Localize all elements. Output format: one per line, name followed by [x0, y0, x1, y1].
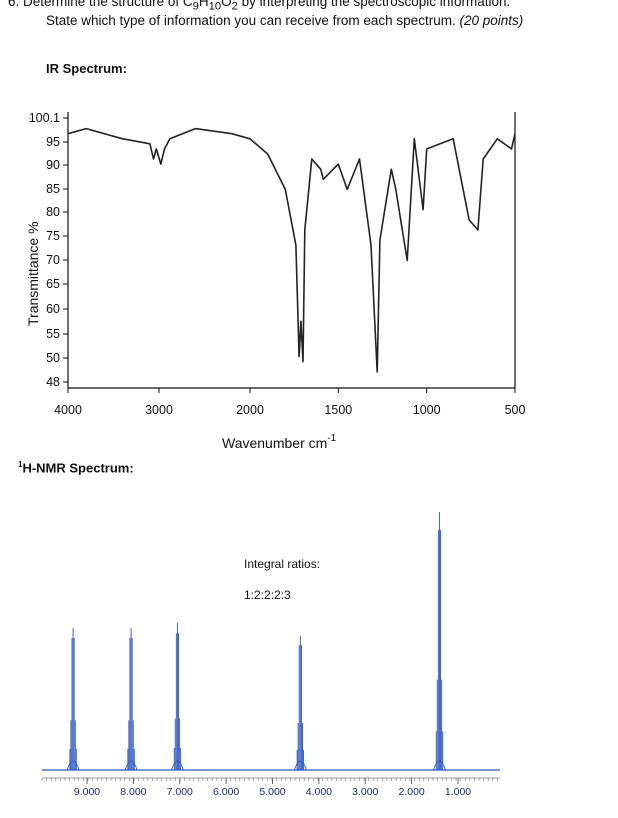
ir-y-tick-label: 60	[46, 302, 60, 316]
nmr-x-tick-label: 8.000	[120, 786, 146, 798]
ir-x-tick-label: 1500	[324, 403, 352, 417]
ir-x-tick-label: 3000	[145, 403, 173, 417]
nmr-x-tick-label: 2.000	[398, 786, 424, 798]
ir-y-tick-label: 55	[46, 327, 60, 341]
ir-y-tick-label: 70	[46, 253, 60, 267]
question-points: (20 points)	[459, 13, 524, 28]
ir-xlabel-sup: -1	[327, 433, 336, 444]
nmr-peak-base	[124, 760, 138, 771]
nmr-peak-base	[433, 760, 446, 771]
question-number: 6.	[8, 0, 20, 9]
ir-y-tick-label: 48	[46, 375, 60, 389]
nmr-x-tick-label: 5.000	[259, 786, 285, 798]
ir-spectrum-chart: 100.1 95 90 85 80 75 70 65 60 55 50 48 4000 3000 2000 1…	[25, 111, 526, 451]
ir-x-tick-label: 4000	[54, 403, 82, 417]
ir-spectrum-line	[67, 127, 516, 373]
formula-sub9: 9	[192, 0, 199, 13]
ir-y-tick-label: 90	[46, 158, 60, 172]
formula-h: H	[198, 0, 209, 9]
nmr-label-sup: 1	[18, 460, 23, 469]
nmr-x-tick-label: 7.000	[167, 786, 193, 798]
nmr-label-text: H-NMR Spectrum:	[22, 460, 134, 476]
ir-y-tick-label: 85	[46, 182, 60, 196]
ir-y-tick-label: 65	[46, 277, 60, 291]
integral-title: Integral ratios:	[244, 557, 320, 571]
ir-x-tick-label: 500	[505, 403, 526, 417]
nmr-peak-base	[171, 760, 184, 771]
question-title: 6. Determine the structure of C9H10O2 by…	[8, 0, 510, 13]
ir-section-label: IR Spectrum:	[46, 61, 127, 76]
formula-o: O	[221, 0, 232, 9]
ir-y-tick-label: 95	[46, 135, 60, 149]
nmr-x-tick-label: 3.000	[352, 786, 378, 798]
ir-x-axis-label: Wavenumber cm-1	[222, 433, 337, 451]
question-line1-pre: Determine the structure of C	[23, 0, 193, 9]
nmr-x-tick-label: 6.000	[213, 786, 239, 798]
nmr-peak-base	[293, 760, 307, 771]
nmr-peak	[433, 512, 446, 771]
ir-y-tick-label: 80	[46, 205, 60, 219]
nmr-peak-base	[66, 760, 80, 771]
ir-y-tick-label: 75	[46, 229, 60, 243]
nmr-x-tick-label: 1.000	[445, 786, 471, 798]
integral-values: 1:2:2:2:3	[244, 588, 291, 602]
nmr-x-tick-label: 4.000	[306, 786, 332, 798]
nmr-peak	[293, 635, 307, 771]
nmr-peak	[66, 628, 80, 771]
ir-x-tick-label: 2000	[236, 403, 264, 417]
nmr-peak	[124, 628, 138, 771]
nmr-x-tick-label: 9.000	[74, 786, 100, 798]
question-line2: State which type of information you can …	[46, 13, 456, 28]
question-line1-post: by interpreting the spectroscopic inform…	[237, 0, 511, 9]
ir-y-axis-label: Transmittance %	[25, 221, 41, 326]
nmr-peak	[171, 622, 184, 771]
ir-y-tick-label: 100.1	[29, 111, 60, 125]
ir-x-tick-label: 1000	[413, 403, 441, 417]
ir-xlabel-text: Wavenumber cm	[222, 435, 327, 451]
formula-sub10: 10	[208, 0, 222, 13]
formula-sub2: 2	[231, 0, 238, 13]
ir-y-tick-label: 50	[46, 351, 60, 365]
nmr-section-label: 1H-NMR Spectrum:	[18, 460, 134, 475]
question-subtitle: State which type of information you can …	[46, 13, 523, 28]
